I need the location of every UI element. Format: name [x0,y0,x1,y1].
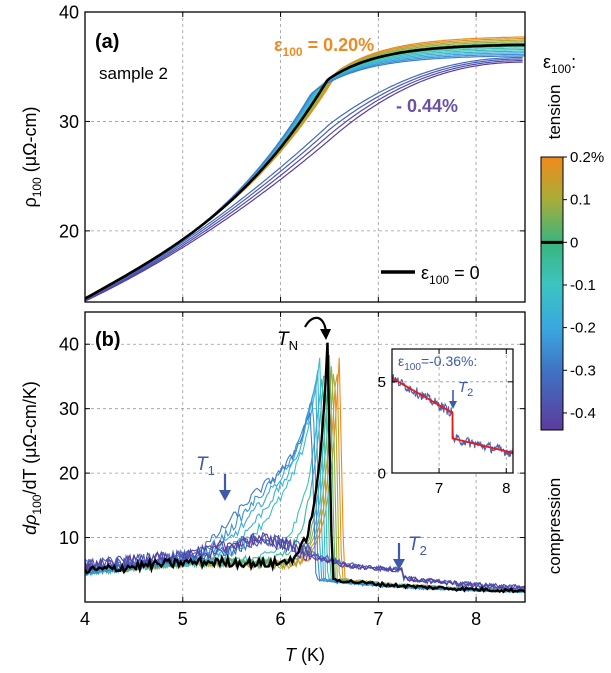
colorbar-tick-label: -0.2 [570,320,596,337]
inset-data-curve [392,374,513,457]
panel-b-xtick-label: 7 [373,609,383,629]
t1-label-sub: 1 [208,463,215,478]
colorbar-tick-label: 0.1 [570,192,591,209]
inset-t2-arrow-head [449,401,457,409]
tn-label-sub: N [289,338,298,353]
colorbar-compression-label: compression [545,478,564,574]
annotation-tension: ε100 = 0.20% [274,35,374,59]
colorbar-tick-label: 0 [570,234,578,251]
colorbar-ticks: 0.2% 0.1 0 -0.1 -0.2 -0.3 -0.4 [563,149,604,422]
t1-arrow-head [219,490,231,501]
rho-curve [85,61,523,302]
inset-t2-sub: 2 [467,387,473,399]
inset-ytick-label: 5 [378,374,386,391]
inset: 7 8 0 5 ε100=-0.36%: T2 [378,348,514,497]
rho-curve [85,58,523,302]
rho-curve [85,60,523,302]
x-axis-label-unit: (K) [296,645,325,665]
panel-b-ytick-label: 20 [59,464,79,484]
panel-b-xtick-label: 5 [178,609,188,629]
panel-a-ytick-label: 40 [59,2,79,22]
panel-b-ytick-label: 10 [59,528,79,548]
inset-xtick-label: 7 [435,480,443,497]
colorbar-title-prefix: ε [543,52,551,72]
colorbar-tick-label: 0.2% [570,149,604,166]
panel-a-ytick-label: 30 [59,112,79,132]
legend-prefix: ε [421,263,429,283]
inset-t2-main: T [458,379,469,396]
ticks-a: 20 30 40 [59,2,525,302]
tn-arrow-head [320,329,331,340]
y-axis-label-b: dρ100/dT (μΩ-cm/K) [20,381,44,535]
t1-label: T1 [196,454,215,478]
inset-title-prefix: ε [398,353,404,369]
y-axis-label-a: ρ100 (μΩ-cm) [20,106,44,207]
t2-label-main: T [408,534,421,555]
colorbar: ε100: tension 0.2% 0.1 0 -0.1 -0.2 -0.3 -0.4 c… [540,52,604,574]
sample-label: sample 2 [99,64,168,83]
panel-label-b: (b) [95,329,121,351]
inset-xtick-label: 8 [502,480,510,497]
axes-frame-a [84,11,526,303]
t2-arrow-head [393,559,405,570]
y-axis-label-a-main: ρ [20,197,40,207]
y-axis-label-b-sub: 100 [30,494,44,514]
x-axis-label-T: T [285,645,298,665]
annotation-compression: - 0.44% [396,96,458,116]
rho-curve [85,56,523,302]
colorbar-tick-label: -0.4 [570,405,596,422]
colorbar-tension-label: tension [545,85,564,140]
t1-label-main: T [196,454,209,475]
curves-b [85,342,525,594]
tn-label-main: T [277,329,290,350]
x-axis-label: T (K) [285,645,325,665]
colorbar-title-suffix: : [571,52,576,72]
y-axis-label-a-unit: (μΩ-cm) [20,106,40,177]
panel-label-a: (a) [95,31,119,53]
panel-b-xtick-label: 6 [276,609,286,629]
annotation-tension-text: = 0.20% [303,35,375,55]
y-axis-label-b-main: dρ [20,515,40,535]
rho-curve-zero-strain [85,43,525,300]
panel-b-xtick-label: 8 [471,609,481,629]
colorbar-title: ε100: [543,52,576,76]
inset-title-sub: 100 [404,362,421,373]
colorbar-gradient [540,156,564,431]
inset-curves [392,374,513,457]
panel-a-ytick-label: 20 [59,221,79,241]
y-axis-label-b-unit: /dT (μΩ-cm/K) [20,381,40,495]
inset-title: ε100=-0.36%: [398,353,477,373]
inset-ytick-label: 0 [378,465,386,482]
inset-ticks: 7 8 0 5 [378,349,513,497]
colorbar-title-sub: 100 [551,62,571,76]
t2-label-sub: 2 [420,543,427,558]
legend-sub: 100 [429,273,449,287]
colorbar-tick-label: -0.1 [570,277,596,294]
inset-fit-line [392,377,513,454]
annotation-tension-prefix: ε [274,35,283,55]
inset-title-text: =-0.36%: [421,353,477,369]
t2-label: T2 [408,534,427,558]
inset-t2-label: T2 [458,379,473,399]
legend-value: = 0 [449,263,480,283]
panel-b-xtick-label: 4 [80,609,90,629]
inset-frame [391,348,514,474]
y-axis-label-a-sub: 100 [30,177,44,197]
drho-curve [85,531,525,591]
annotation-tension-sub: 100 [283,45,303,59]
inset-background [392,349,513,473]
legend-text: ε100 = 0 [421,263,480,287]
panel-b-ytick-label: 40 [59,335,79,355]
tn-arrow [304,316,328,333]
tn-label: TN [277,329,298,353]
axes-frame-b [84,311,526,603]
panel-b-ytick-label: 30 [59,399,79,419]
drho-curve-zero-strain [85,342,525,594]
curves-a [85,36,525,302]
colorbar-tick-label: -0.3 [570,362,596,379]
